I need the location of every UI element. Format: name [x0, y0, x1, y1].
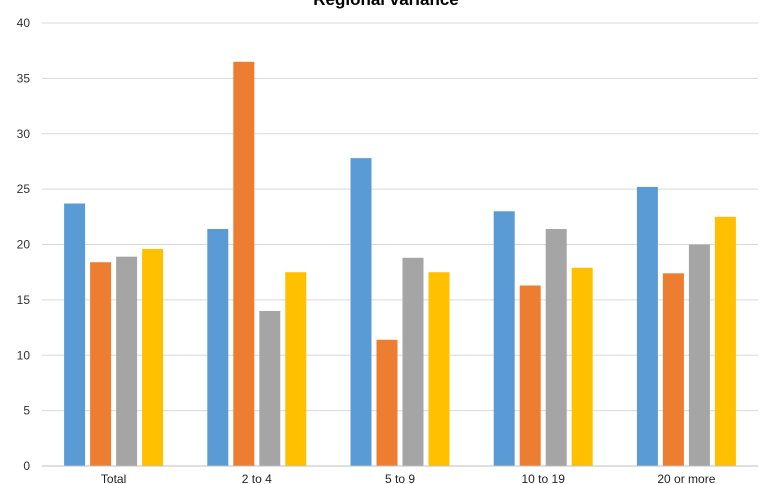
- bar: [376, 339, 398, 466]
- bar: [116, 256, 138, 466]
- y-tick-label: 30: [17, 127, 31, 141]
- y-tick-label: 0: [23, 459, 30, 473]
- x-category-label: 5 to 9: [385, 472, 415, 484]
- x-category-label: Total: [101, 472, 126, 484]
- bar: [285, 272, 307, 466]
- bar: [493, 211, 515, 466]
- bar: [688, 244, 710, 466]
- bar: [350, 158, 372, 467]
- bar: [662, 273, 684, 466]
- x-category-label: 20 or more: [657, 472, 715, 484]
- y-tick-label: 20: [17, 238, 31, 252]
- bar: [233, 61, 255, 466]
- y-tick-label: 40: [17, 16, 31, 30]
- y-tick-label: 35: [17, 71, 31, 85]
- bar: [259, 310, 281, 466]
- bar: [142, 248, 164, 466]
- y-tick-label: 25: [17, 182, 31, 196]
- y-axis-ticks: 0 5 10 15 20 25 30 35 40: [17, 16, 31, 473]
- bar: [207, 228, 229, 466]
- bar: [519, 285, 541, 466]
- x-category-label: 2 to 4: [242, 472, 272, 484]
- x-axis-categories: Total 2 to 4 5 to 9 10 to 19 20 or more: [101, 472, 716, 484]
- chart-title: Regional variance: [313, 0, 459, 9]
- bars: [64, 61, 736, 467]
- bar: [90, 262, 112, 466]
- bar: [714, 216, 736, 466]
- bar: [571, 267, 593, 466]
- y-tick-label: 10: [17, 348, 31, 362]
- bar: [402, 257, 424, 466]
- y-tick-label: 5: [23, 404, 30, 418]
- x-category-label: 10 to 19: [522, 472, 566, 484]
- bar: [636, 186, 658, 466]
- bar: [545, 228, 567, 466]
- y-tick-label: 15: [17, 293, 31, 307]
- bar: [64, 203, 86, 466]
- bar: [428, 272, 450, 466]
